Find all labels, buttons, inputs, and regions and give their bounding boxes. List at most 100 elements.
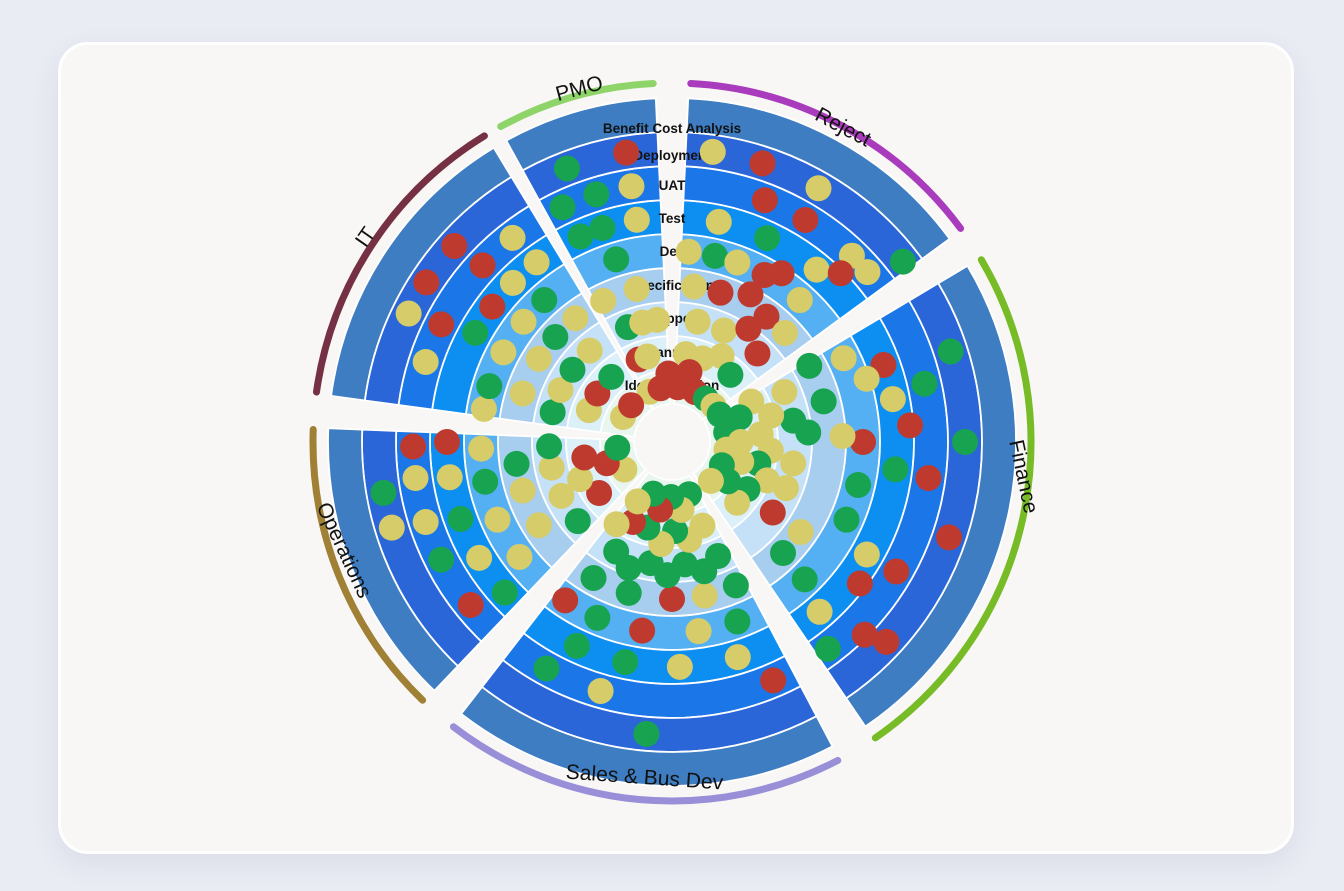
project-dot-red[interactable] [768, 260, 795, 287]
project-dot-yellow[interactable] [402, 465, 429, 492]
project-dot-yellow[interactable] [510, 308, 537, 335]
project-dot-yellow[interactable] [623, 206, 650, 233]
project-dot-red[interactable] [428, 311, 455, 338]
project-dot-red[interactable] [749, 150, 776, 177]
project-dot-red[interactable] [759, 499, 786, 526]
project-dot-green[interactable] [882, 456, 909, 483]
project-dot-green[interactable] [814, 635, 841, 662]
project-dot-red[interactable] [413, 269, 440, 296]
project-dot-green[interactable] [717, 361, 744, 388]
project-dot-green[interactable] [531, 287, 558, 314]
project-dot-green[interactable] [615, 579, 642, 606]
project-dot-red[interactable] [851, 621, 878, 648]
sector-arc-finance[interactable] [871, 256, 1035, 742]
project-dot-green[interactable] [472, 468, 499, 495]
project-dot-yellow[interactable] [680, 273, 707, 300]
project-dot-red[interactable] [760, 667, 787, 694]
ring-band-benefit-cost-analysis-operations[interactable] [327, 427, 460, 692]
project-dot-yellow[interactable] [830, 345, 857, 372]
project-dot-green[interactable] [589, 215, 616, 242]
project-dot-yellow[interactable] [685, 618, 712, 645]
project-dot-yellow[interactable] [567, 466, 594, 493]
project-dot-red[interactable] [400, 433, 427, 460]
project-dot-green[interactable] [491, 579, 518, 606]
project-dot-yellow[interactable] [787, 519, 814, 546]
project-dot-yellow[interactable] [466, 544, 493, 571]
project-dot-yellow[interactable] [806, 598, 833, 625]
project-dot-red[interactable] [676, 359, 703, 386]
sector-arc-operations[interactable] [309, 425, 427, 704]
project-dot-red[interactable] [434, 429, 460, 455]
project-dot-green[interactable] [724, 608, 751, 635]
project-dot-red[interactable] [707, 279, 734, 306]
project-dot-green[interactable] [952, 429, 978, 455]
project-dot-red[interactable] [915, 465, 942, 492]
project-dot-red[interactable] [571, 444, 598, 471]
project-dot-green[interactable] [604, 434, 631, 461]
project-dot-green[interactable] [603, 246, 630, 273]
project-dot-green[interactable] [770, 540, 797, 567]
project-dot-green[interactable] [598, 363, 625, 390]
ring-band-benefit-cost-analysis-reject[interactable] [685, 97, 951, 261]
project-dot-yellow[interactable] [705, 208, 732, 235]
project-dot-green[interactable] [563, 632, 590, 659]
project-dot-green[interactable] [796, 352, 823, 379]
project-dot-green[interactable] [539, 399, 566, 426]
project-dot-green[interactable] [603, 538, 630, 565]
project-dot-yellow[interactable] [724, 489, 751, 516]
project-dot-yellow[interactable] [590, 287, 617, 314]
project-dot-yellow[interactable] [728, 448, 755, 475]
project-dot-yellow[interactable] [803, 256, 830, 283]
project-dot-yellow[interactable] [509, 477, 536, 504]
project-dot-red[interactable] [897, 412, 924, 439]
project-dot-green[interactable] [564, 508, 591, 535]
project-dot-red[interactable] [659, 586, 685, 612]
project-dot-yellow[interactable] [675, 238, 702, 265]
project-dot-green[interactable] [476, 373, 503, 400]
project-dot-yellow[interactable] [412, 509, 439, 536]
project-dot-green[interactable] [612, 649, 639, 676]
project-dot-yellow[interactable] [499, 224, 526, 251]
project-dot-yellow[interactable] [853, 541, 880, 568]
project-dot-yellow[interactable] [780, 450, 807, 477]
project-dot-green[interactable] [791, 566, 818, 593]
project-dot-green[interactable] [911, 370, 938, 397]
project-dot-green[interactable] [889, 248, 916, 275]
project-dot-green[interactable] [795, 419, 822, 446]
project-dot-green[interactable] [370, 479, 397, 506]
project-dot-yellow[interactable] [623, 276, 650, 303]
project-dot-yellow[interactable] [691, 582, 718, 609]
project-dot-yellow[interactable] [548, 482, 575, 509]
project-dot-green[interactable] [637, 550, 664, 577]
project-dot-green[interactable] [533, 655, 560, 682]
project-dot-red[interactable] [629, 617, 656, 644]
ring-band-benefit-cost-analysis-it[interactable] [330, 146, 513, 402]
project-dot-yellow[interactable] [829, 423, 856, 450]
project-dot-yellow[interactable] [666, 653, 693, 680]
project-dot-yellow[interactable] [853, 365, 880, 392]
project-dot-yellow[interactable] [506, 543, 533, 570]
project-dot-yellow[interactable] [724, 249, 751, 276]
sector-arc-it[interactable] [312, 132, 488, 396]
project-dot-red[interactable] [586, 480, 613, 507]
sector-arc-reject[interactable] [687, 79, 965, 232]
project-dot-green[interactable] [503, 450, 530, 477]
project-dot-yellow[interactable] [724, 644, 751, 671]
project-dot-green[interactable] [937, 338, 964, 365]
project-dot-green[interactable] [447, 505, 474, 532]
project-dot-yellow[interactable] [587, 677, 614, 704]
project-dot-green[interactable] [536, 433, 563, 460]
project-dot-green[interactable] [584, 604, 611, 631]
ring-band-benefit-cost-analysis-pmo[interactable] [505, 97, 659, 172]
sector-label-it[interactable]: IT [351, 223, 381, 252]
project-dot-yellow[interactable] [436, 464, 463, 491]
project-dot-yellow[interactable] [618, 173, 645, 200]
project-dot-green[interactable] [810, 388, 837, 415]
project-dot-red[interactable] [936, 524, 963, 551]
project-dot-green[interactable] [845, 471, 872, 498]
project-dot-yellow[interactable] [603, 511, 630, 538]
project-dot-yellow[interactable] [699, 138, 726, 165]
project-dot-green[interactable] [580, 564, 607, 591]
project-dot-red[interactable] [744, 340, 771, 367]
project-dot-yellow[interactable] [805, 175, 832, 202]
